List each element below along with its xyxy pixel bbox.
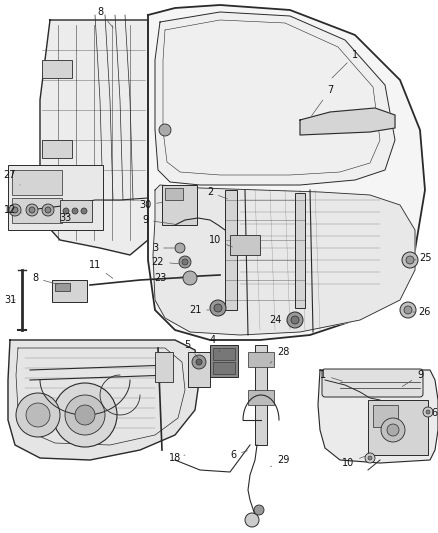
Bar <box>55 283 70 291</box>
Circle shape <box>404 306 412 314</box>
Bar <box>8 165 103 230</box>
Circle shape <box>402 252 418 268</box>
Text: 6: 6 <box>230 450 247 460</box>
Polygon shape <box>8 340 200 460</box>
Text: 25: 25 <box>414 253 431 263</box>
Bar <box>213 362 235 374</box>
Text: 2: 2 <box>207 187 227 199</box>
Circle shape <box>9 204 21 216</box>
Circle shape <box>406 256 414 264</box>
Bar <box>248 352 274 367</box>
Bar <box>373 405 398 427</box>
Text: 18: 18 <box>169 453 185 463</box>
Text: 1: 1 <box>320 370 343 381</box>
Bar <box>42 60 72 78</box>
Circle shape <box>182 259 188 265</box>
Text: 33: 33 <box>59 213 71 223</box>
Text: 10: 10 <box>209 235 233 247</box>
Bar <box>213 348 235 360</box>
Bar <box>368 400 428 455</box>
Circle shape <box>426 410 430 414</box>
Circle shape <box>183 271 197 285</box>
Circle shape <box>210 300 226 316</box>
Text: 7: 7 <box>311 85 333 116</box>
Text: 21: 21 <box>189 305 209 315</box>
Bar <box>210 345 238 377</box>
Text: 3: 3 <box>152 243 175 253</box>
Text: 23: 23 <box>154 273 182 283</box>
Bar <box>230 235 260 255</box>
Text: 9: 9 <box>403 370 423 386</box>
Bar <box>42 140 72 158</box>
Polygon shape <box>300 108 395 135</box>
Circle shape <box>192 355 206 369</box>
Circle shape <box>196 359 202 365</box>
Text: 8: 8 <box>32 273 57 284</box>
Polygon shape <box>155 12 395 185</box>
Text: 8: 8 <box>97 7 113 28</box>
Bar <box>12 198 62 223</box>
Circle shape <box>63 208 69 214</box>
Circle shape <box>291 316 299 324</box>
Circle shape <box>42 204 54 216</box>
Polygon shape <box>148 5 425 340</box>
Circle shape <box>287 312 303 328</box>
Text: 1: 1 <box>332 50 358 78</box>
Text: 5: 5 <box>184 340 198 358</box>
FancyBboxPatch shape <box>322 369 423 397</box>
Circle shape <box>214 304 222 312</box>
Text: 31: 31 <box>4 295 16 305</box>
Polygon shape <box>153 185 415 335</box>
Text: 9: 9 <box>142 215 177 225</box>
Circle shape <box>81 208 87 214</box>
Circle shape <box>381 418 405 442</box>
Bar <box>225 190 237 310</box>
Text: 28: 28 <box>270 347 289 363</box>
Circle shape <box>254 505 264 515</box>
Bar <box>255 345 267 445</box>
Circle shape <box>423 407 433 417</box>
Text: 22: 22 <box>152 257 179 267</box>
Circle shape <box>53 383 117 447</box>
Bar <box>248 390 274 405</box>
Circle shape <box>26 403 50 427</box>
Circle shape <box>29 207 35 213</box>
Circle shape <box>400 302 416 318</box>
Bar <box>295 193 305 308</box>
Bar <box>52 280 87 302</box>
Bar <box>12 170 62 195</box>
Circle shape <box>179 256 191 268</box>
Circle shape <box>26 204 38 216</box>
Text: 10: 10 <box>342 456 365 468</box>
Circle shape <box>45 207 51 213</box>
Circle shape <box>175 243 185 253</box>
Text: 6: 6 <box>428 408 437 418</box>
Circle shape <box>75 405 95 425</box>
Circle shape <box>368 456 372 460</box>
Text: 30: 30 <box>139 200 162 210</box>
Circle shape <box>387 424 399 436</box>
Text: 12: 12 <box>4 205 22 215</box>
Circle shape <box>12 207 18 213</box>
Circle shape <box>16 393 60 437</box>
Circle shape <box>245 513 259 527</box>
Bar <box>155 352 173 382</box>
Circle shape <box>365 453 375 463</box>
Text: 27: 27 <box>4 170 20 185</box>
Bar <box>60 200 92 222</box>
Text: 26: 26 <box>413 307 430 317</box>
Circle shape <box>72 208 78 214</box>
Text: 11: 11 <box>89 260 113 278</box>
Bar <box>188 352 210 387</box>
Polygon shape <box>40 20 148 255</box>
Text: 29: 29 <box>270 455 289 467</box>
Bar <box>165 188 183 200</box>
Circle shape <box>65 395 105 435</box>
Circle shape <box>159 124 171 136</box>
Polygon shape <box>318 370 438 463</box>
Bar <box>162 185 197 225</box>
Text: 4: 4 <box>210 335 220 352</box>
Text: 24: 24 <box>269 315 288 325</box>
